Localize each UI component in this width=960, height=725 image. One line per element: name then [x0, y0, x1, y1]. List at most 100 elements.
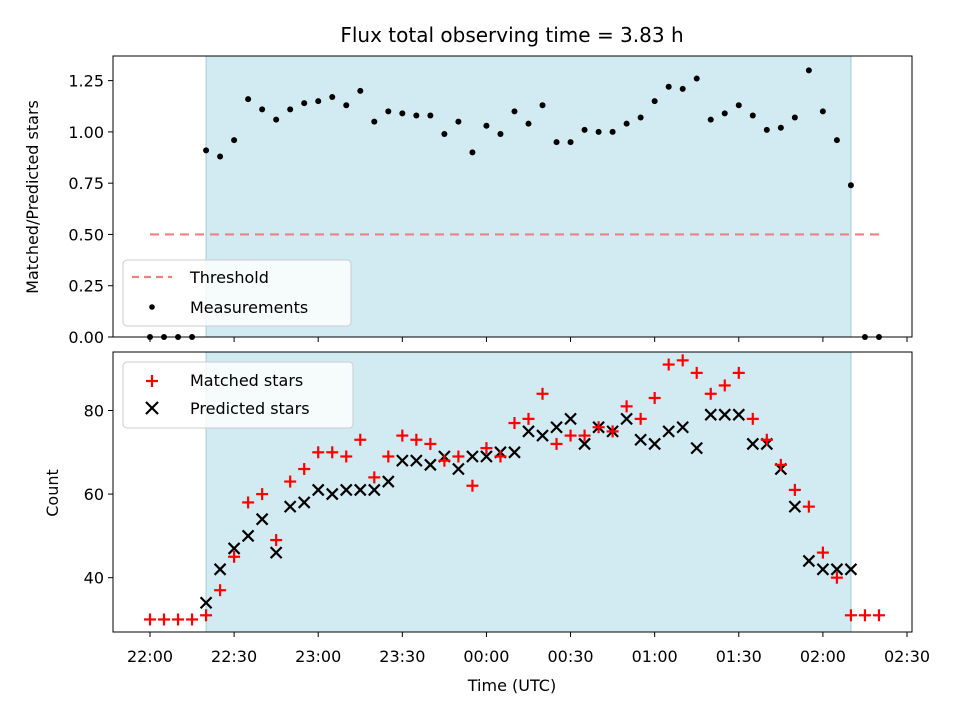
x-tick-label: 22:30: [211, 647, 257, 666]
matched-star-point: [326, 446, 339, 459]
measurement-point: [539, 102, 546, 109]
predicted-star-point: [396, 454, 409, 467]
matched-star-point: [718, 379, 731, 392]
predicted-star-point: [508, 446, 521, 459]
measurement-point: [805, 67, 812, 74]
matched-star-point: [410, 433, 423, 446]
predicted-star-point: [746, 437, 760, 451]
top-y-tick-label: 0.50: [68, 225, 104, 244]
matched-star-point: [186, 613, 199, 626]
matched-star-point: [676, 354, 689, 367]
predicted-star-point: [339, 483, 353, 497]
predicted-star-point: [255, 512, 269, 526]
top-y-tick-label: 0.25: [68, 277, 104, 296]
measurement-point: [455, 118, 462, 125]
measurement-point: [511, 108, 518, 115]
bottom-y-tick-label: 40: [84, 569, 104, 588]
measurement-point: [763, 126, 770, 133]
measurement-point: [315, 98, 322, 105]
predicted-star-point: [480, 450, 493, 463]
bottom-legend: Matched stars Predicted stars: [122, 361, 354, 429]
predicted-star-point: [466, 450, 479, 463]
measurement-point: [833, 137, 840, 144]
top-panel: 0.00 0.25 0.50 0.75 1.00 1.25 Matched/Predict…: [23, 55, 913, 347]
predicted-star-point: [662, 425, 675, 438]
measurement-point: [581, 126, 588, 133]
measurement-point: [483, 122, 490, 129]
matched-star-point: [550, 437, 563, 450]
measurement-point: [203, 147, 210, 154]
measurements-legend-swatch: [149, 304, 155, 310]
measurements-legend-label: Measurements: [190, 298, 308, 317]
predicted-star-point: [227, 542, 241, 555]
measurement-point: [497, 130, 504, 137]
predicted-star-point: [788, 500, 802, 513]
measurement-point: [595, 128, 602, 135]
measurement-point: [441, 130, 448, 137]
x-tick-label: 00:30: [548, 647, 594, 666]
matched-star-point: [816, 546, 829, 559]
matched-star-point: [242, 496, 255, 509]
bottom-axes-frame: [112, 351, 913, 633]
predicted-star-point: [199, 596, 213, 610]
measurement-point: [567, 139, 574, 146]
measurement-point: [329, 94, 336, 101]
matched-star-point: [592, 421, 605, 434]
predicted-star-point: [410, 454, 423, 467]
matched-star-point: [424, 437, 437, 450]
matched-star-point: [844, 609, 857, 622]
predicted-star-point: [536, 429, 549, 442]
bottom-y-axis-label: Count: [43, 469, 62, 517]
predicted-star-point: [830, 563, 844, 576]
matched-star-point: [704, 387, 717, 400]
matched-stars-legend-label: Matched stars: [190, 371, 303, 390]
measurement-point: [651, 98, 658, 105]
predicted-star-point: [690, 441, 704, 455]
predicted-star-point: [424, 458, 437, 472]
top-y-tick-label: 0.00: [68, 328, 104, 347]
measurement-point: [399, 110, 406, 117]
measurement-point: [609, 128, 616, 135]
measurement-point: [259, 106, 266, 113]
measurement-point: [287, 106, 294, 113]
x-tick-label: 01:00: [632, 647, 678, 666]
chart-title: Flux total observing time = 3.83 h: [340, 23, 683, 47]
bottom-series-layer: [144, 354, 885, 626]
matched-star-point: [648, 391, 661, 404]
matched-star-point: [522, 412, 535, 425]
matched-star-point: [508, 417, 521, 430]
predicted-star-point: [620, 412, 633, 426]
matched-star-point: [858, 609, 871, 622]
x-tick-label: 00:00: [463, 647, 509, 666]
matched-star-point: [480, 442, 493, 455]
measurement-point: [847, 182, 854, 189]
matched-star-point: [872, 609, 885, 622]
matched-star-point: [340, 450, 353, 463]
measurement-point: [273, 116, 280, 123]
matched-star-point: [354, 433, 367, 446]
matched-star-point: [466, 479, 479, 492]
measurement-point: [623, 120, 630, 127]
predicted-star-point: [311, 483, 325, 497]
predicted-star-point: [578, 437, 591, 451]
measurement-point: [707, 116, 714, 123]
predicted-star-point: [718, 408, 732, 421]
matched-star-point: [732, 366, 745, 379]
predicted-star-point: [550, 420, 563, 434]
predicted-star-point: [564, 412, 577, 426]
measurement-point: [637, 114, 644, 121]
measurement-point: [819, 108, 826, 115]
matched-star-point: [298, 463, 311, 476]
matched-star-point: [382, 450, 395, 463]
predicted-star-point: [283, 500, 297, 513]
matched-star-point: [312, 446, 325, 459]
matched-star-point: [690, 366, 703, 379]
matched-star-point: [788, 483, 801, 496]
predicted-star-point: [802, 554, 816, 568]
top-y-tick-label: 1.00: [68, 123, 104, 142]
predicted-star-point: [213, 563, 227, 576]
x-tick-label: 01:30: [716, 647, 762, 666]
predicted-star-point: [382, 475, 395, 488]
matched-star-point: [172, 613, 185, 626]
